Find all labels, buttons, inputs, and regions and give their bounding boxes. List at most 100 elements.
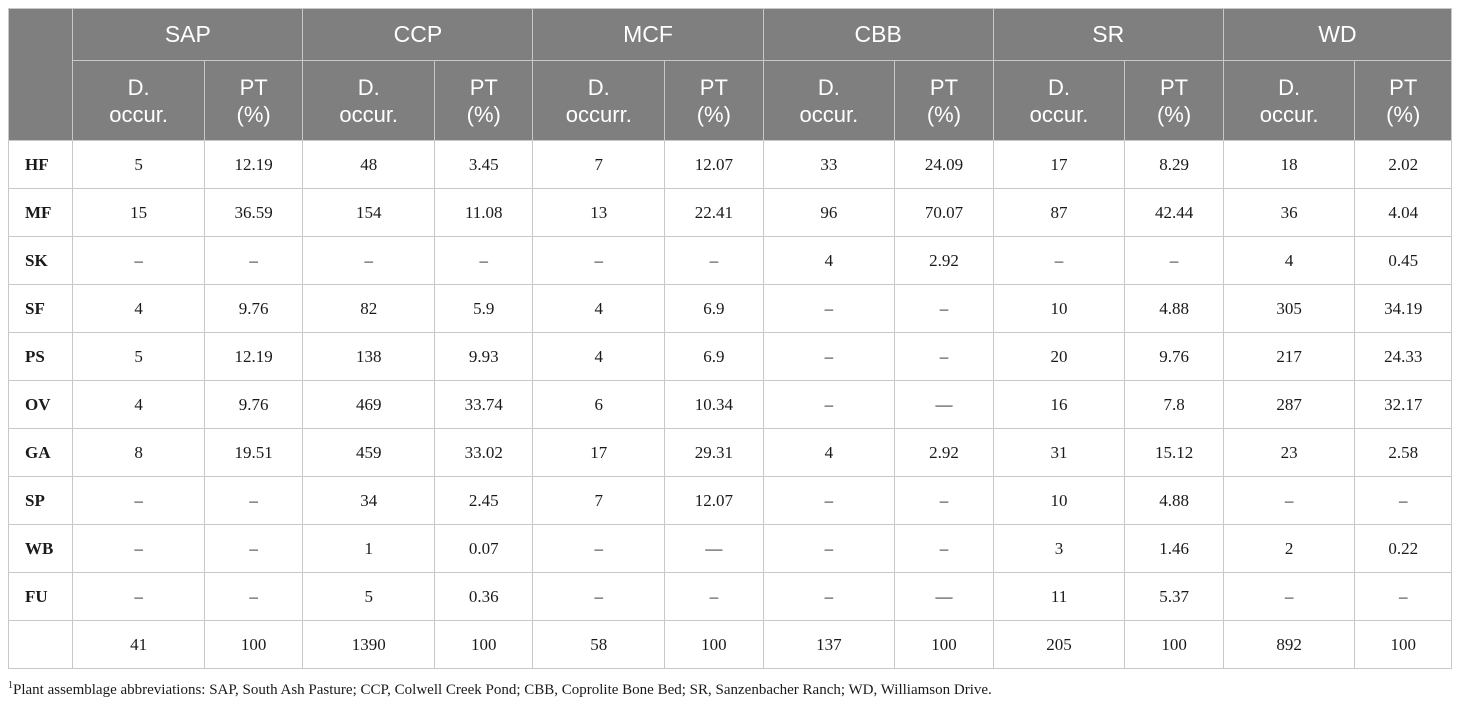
cell-percent: 22.41 xyxy=(664,188,764,237)
cell-occurrence: – xyxy=(72,236,205,285)
subheader-percent: PT (%) xyxy=(664,60,764,141)
cell-occurrence: 137 xyxy=(762,620,896,669)
subheader-line: D. xyxy=(1048,74,1071,100)
row-label xyxy=(7,620,74,669)
cell-occurrence: 34 xyxy=(302,476,436,525)
cell-occurrence: 154 xyxy=(302,188,436,237)
cell-percent: 32.17 xyxy=(1354,380,1452,429)
subheader-line: PT xyxy=(469,74,498,100)
cell-occurrence: 31 xyxy=(992,428,1126,477)
site-header: MCF xyxy=(532,8,764,61)
cell-occurrence: 41 xyxy=(72,620,205,669)
cell-occurrence: 4 xyxy=(762,428,896,477)
cell-occurrence: 217 xyxy=(1222,332,1356,381)
cell-occurrence: – xyxy=(72,572,205,621)
cell-percent: 4.88 xyxy=(1124,284,1224,333)
cell-occurrence: 16 xyxy=(992,380,1126,429)
cell-percent: – xyxy=(434,236,534,285)
cell-occurrence: – xyxy=(762,380,896,429)
cell-percent: 100 xyxy=(664,620,764,669)
cell-occurrence: 287 xyxy=(1222,380,1356,429)
cell-percent: – xyxy=(894,524,994,573)
row-label: HF xyxy=(7,140,74,189)
cell-occurrence: 8 xyxy=(72,428,205,477)
cell-occurrence: 4 xyxy=(762,236,896,285)
cell-percent: 36.59 xyxy=(203,188,304,237)
cell-percent: — xyxy=(894,572,994,621)
cell-percent: – xyxy=(664,236,764,285)
cell-occurrence: 4 xyxy=(532,332,666,381)
cell-occurrence: 17 xyxy=(992,140,1126,189)
row-label: SP xyxy=(7,476,74,525)
cell-occurrence: 87 xyxy=(992,188,1126,237)
cell-percent: – xyxy=(203,476,304,525)
subheader-line: (%) xyxy=(466,101,501,127)
row-label: SK xyxy=(7,236,74,285)
cell-percent: 9.76 xyxy=(203,380,304,429)
subheader-line: occur. xyxy=(109,101,168,127)
subheader-line: (%) xyxy=(1386,101,1421,127)
table-body: HF 5 12.19 48 3.45 7 12.07 33 24.09 17 8.29 18 2.02 M… xyxy=(7,140,1452,669)
cell-occurrence: 82 xyxy=(302,284,436,333)
cell-percent: 10.34 xyxy=(664,380,764,429)
cell-occurrence: 205 xyxy=(992,620,1126,669)
cell-occurrence: 11 xyxy=(992,572,1126,621)
site-header-row: SAP CCP MCF CBB SR WD xyxy=(7,8,1453,141)
cell-occurrence: – xyxy=(762,476,896,525)
cell-percent: – xyxy=(894,284,994,333)
cell-percent: – xyxy=(664,572,764,621)
cell-percent: 100 xyxy=(1124,620,1224,669)
site-header: SR xyxy=(992,8,1224,61)
cell-occurrence: 1 xyxy=(302,524,436,573)
cell-occurrence: 892 xyxy=(1222,620,1356,669)
site-header: CBB xyxy=(762,8,994,61)
table-row: OV 4 9.76 469 33.74 6 10.34– —16 7.8 287 32.17 xyxy=(7,380,1452,429)
subheader-occurrence: D. occur. xyxy=(1222,60,1356,141)
cell-percent: 0.22 xyxy=(1354,524,1452,573)
cell-percent: 70.07 xyxy=(894,188,994,237)
row-label: MF xyxy=(7,188,74,237)
footnote-text: Plant assemblage abbreviations: SAP, Sou… xyxy=(13,682,992,698)
subheader-occurrence: D. occurr. xyxy=(532,60,666,141)
cell-occurrence: 4 xyxy=(532,284,666,333)
cell-occurrence: – xyxy=(762,524,896,573)
subheader-line: D. xyxy=(817,74,840,100)
cell-percent: 9.93 xyxy=(434,332,534,381)
cell-occurrence: – xyxy=(532,524,666,573)
cell-occurrence: 305 xyxy=(1222,284,1356,333)
subheader-percent: PT (%) xyxy=(203,60,304,141)
cell-occurrence: 48 xyxy=(302,140,436,189)
cell-percent: 12.07 xyxy=(664,476,764,525)
table-row: PS 5 12.19 138 9.93 4 6.9– –20 9.76 217 24.33 xyxy=(7,332,1452,381)
cell-occurrence: 4 xyxy=(1222,236,1356,285)
cell-percent: 8.29 xyxy=(1124,140,1224,189)
cell-occurrence: 36 xyxy=(1222,188,1356,237)
header-corner xyxy=(7,8,74,141)
cell-occurrence: – xyxy=(532,572,666,621)
row-label: WB xyxy=(7,524,74,573)
cell-occurrence: – xyxy=(72,476,205,525)
table-row: SF 4 9.76 82 5.9 4 6.9– –10 4.88 305 34.19 xyxy=(7,284,1452,333)
subheader-line: PT xyxy=(239,74,268,100)
subheader-percent: PT (%) xyxy=(894,60,994,141)
cell-percent: 24.33 xyxy=(1354,332,1452,381)
cell-percent: — xyxy=(894,380,994,429)
cell-percent: 9.76 xyxy=(203,284,304,333)
cell-percent: 11.08 xyxy=(434,188,534,237)
table-row: MF 15 36.59 154 11.08 13 22.41 96 70.07 87 42.44 36… xyxy=(7,188,1452,237)
cell-percent: – xyxy=(203,572,304,621)
data-table: SAP CCP MCF CBB SR WD D. occur. PT (%) D. occur. PT… xyxy=(7,8,1453,669)
subheader-line: D. xyxy=(1278,74,1301,100)
cell-percent: 2.02 xyxy=(1354,140,1452,189)
cell-percent: 7.8 xyxy=(1124,380,1224,429)
cell-percent: 5.37 xyxy=(1124,572,1224,621)
cell-percent: 1.46 xyxy=(1124,524,1224,573)
cell-percent: 12.19 xyxy=(203,332,304,381)
cell-percent: 12.19 xyxy=(203,140,304,189)
row-label: GA xyxy=(7,428,74,477)
cell-occurrence: – xyxy=(762,284,896,333)
subheader-occurrence: D. occur. xyxy=(992,60,1126,141)
cell-occurrence: – xyxy=(992,236,1126,285)
cell-percent: 12.07 xyxy=(664,140,764,189)
subheader-line: PT xyxy=(1160,74,1189,100)
